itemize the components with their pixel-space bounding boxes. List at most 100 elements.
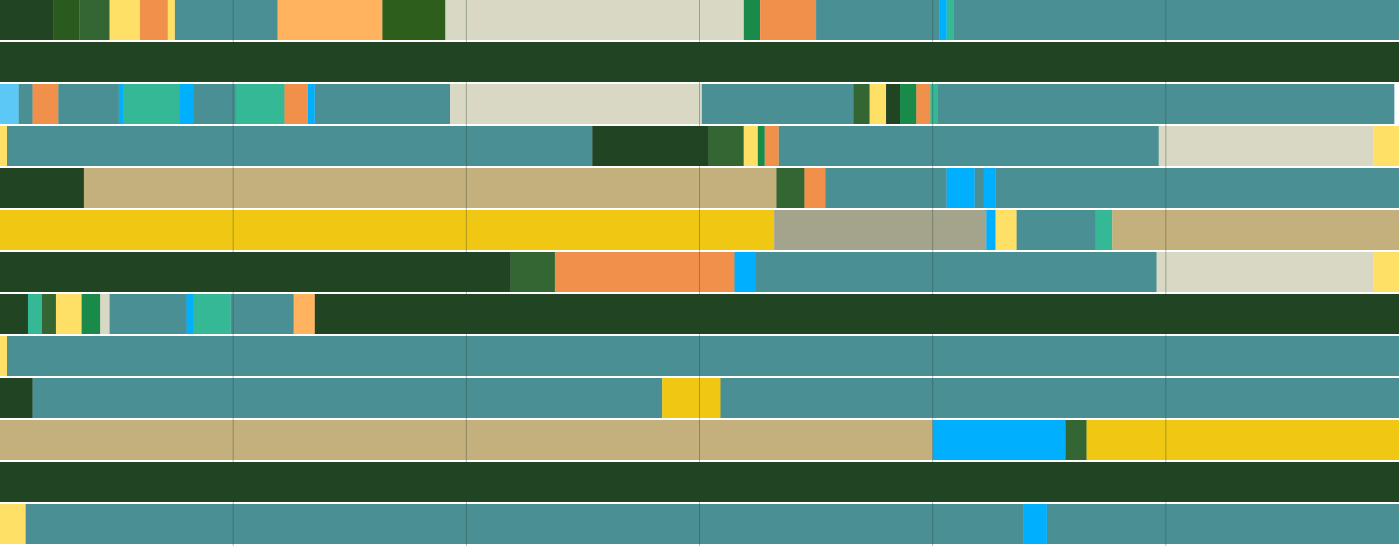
- segment: [662, 378, 721, 418]
- segment: [757, 126, 765, 166]
- segment: [886, 84, 901, 124]
- segment: [0, 420, 933, 460]
- segment: [25, 504, 1024, 544]
- segment: [174, 0, 278, 40]
- segment: [109, 294, 187, 334]
- segment: [235, 84, 285, 124]
- segment: [916, 84, 931, 124]
- segment: [314, 294, 1399, 334]
- segment: [450, 84, 702, 124]
- segment: [755, 252, 1157, 292]
- segment: [1095, 210, 1113, 250]
- segment: [6, 126, 593, 166]
- segment: [0, 504, 26, 544]
- segment: [1158, 126, 1374, 166]
- segment: [995, 168, 1399, 208]
- segment: [1156, 252, 1374, 292]
- segment: [100, 294, 110, 334]
- segment: [83, 168, 777, 208]
- segment: [986, 210, 996, 250]
- segment: [445, 0, 744, 40]
- segment: [41, 294, 56, 334]
- segment: [0, 0, 54, 40]
- segment: [0, 126, 7, 166]
- segment: [937, 84, 1395, 124]
- segment: [307, 84, 315, 124]
- segment: [55, 294, 82, 334]
- segment: [0, 336, 7, 376]
- segment: [869, 84, 887, 124]
- segment: [774, 210, 987, 250]
- segment: [776, 168, 805, 208]
- segment: [764, 126, 779, 166]
- segment: [930, 84, 938, 124]
- segment: [27, 294, 42, 334]
- segment: [123, 84, 180, 124]
- segment: [0, 294, 28, 334]
- segment: [193, 84, 236, 124]
- segment: [0, 462, 1399, 502]
- segment: [804, 168, 826, 208]
- segment: [995, 210, 1017, 250]
- segment: [1016, 210, 1096, 250]
- segment: [0, 42, 1399, 82]
- segment: [932, 420, 1066, 460]
- segment: [230, 294, 294, 334]
- segment: [825, 168, 947, 208]
- segment: [760, 0, 817, 40]
- segment: [946, 168, 975, 208]
- segment: [1065, 420, 1087, 460]
- segment: [0, 210, 775, 250]
- segment: [139, 0, 168, 40]
- segment: [701, 84, 854, 124]
- segment: [708, 126, 744, 166]
- segment: [1112, 210, 1399, 250]
- segment: [0, 378, 33, 418]
- segment: [974, 168, 984, 208]
- segment: [900, 84, 917, 124]
- segment: [193, 294, 231, 334]
- segment: [179, 84, 194, 124]
- segment: [778, 126, 1159, 166]
- segment: [109, 0, 140, 40]
- segment: [953, 0, 1399, 40]
- segment: [0, 252, 511, 292]
- segment: [853, 84, 870, 124]
- segment: [81, 294, 101, 334]
- segment: [592, 126, 709, 166]
- segment: [18, 84, 33, 124]
- segment: [743, 126, 758, 166]
- segment: [6, 336, 1399, 376]
- segment: [0, 168, 84, 208]
- segment: [946, 0, 954, 40]
- segment: [284, 84, 308, 124]
- segment: [1046, 504, 1399, 544]
- segment: [1086, 420, 1399, 460]
- segment: [293, 294, 315, 334]
- segment: [1373, 126, 1399, 166]
- segment: [1023, 504, 1047, 544]
- segment: [53, 0, 80, 40]
- segment: [734, 252, 756, 292]
- segment: [277, 0, 383, 40]
- segment: [743, 0, 761, 40]
- segment: [816, 0, 940, 40]
- segment: [720, 378, 1399, 418]
- segment: [314, 84, 451, 124]
- segment: [1373, 252, 1399, 292]
- segment: [554, 252, 735, 292]
- segment: [79, 0, 110, 40]
- segment: [983, 168, 996, 208]
- segment: [382, 0, 446, 40]
- segment: [167, 0, 175, 40]
- segment: [510, 252, 555, 292]
- segment: [32, 84, 59, 124]
- segment: [0, 84, 19, 124]
- segment: [186, 294, 194, 334]
- segment: [32, 378, 663, 418]
- segment: [58, 84, 119, 124]
- segment: [118, 84, 124, 124]
- segment: [939, 0, 947, 40]
